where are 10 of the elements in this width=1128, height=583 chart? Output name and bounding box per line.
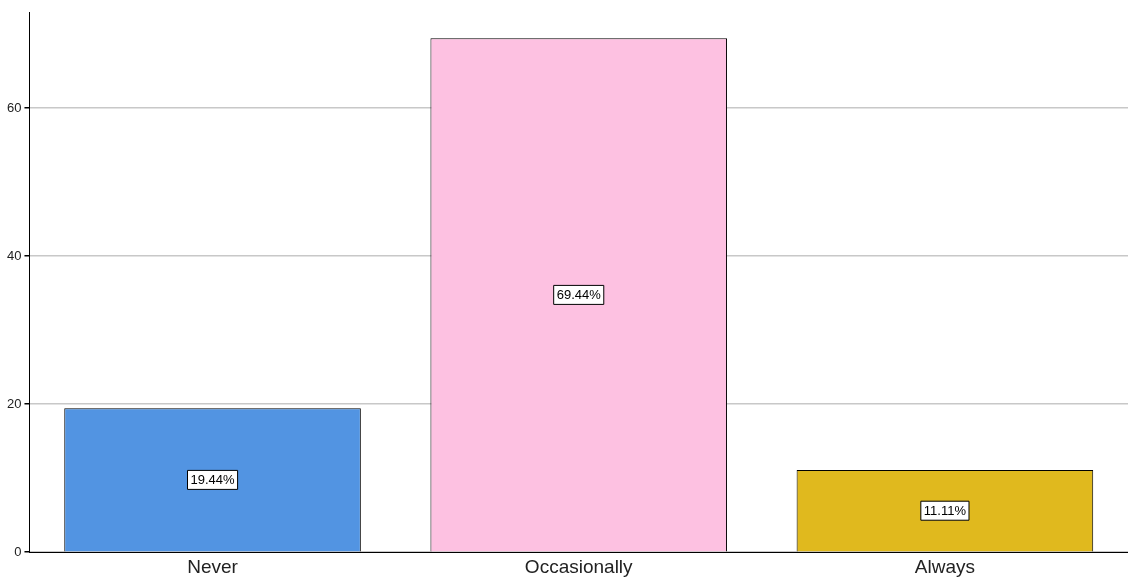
data-label: 11.11% xyxy=(923,503,967,519)
data-label: 69.44% xyxy=(556,287,602,303)
y-tick-label: 20 xyxy=(6,395,22,411)
y-tick-label: 40 xyxy=(6,247,22,263)
x-tick-label: Occasionally xyxy=(524,555,634,577)
y-tick-label: 0 xyxy=(14,543,22,559)
data-label: 19.44% xyxy=(190,472,236,488)
x-tick-label: Always xyxy=(914,555,975,577)
y-tick-label: 60 xyxy=(6,99,22,115)
x-tick-label: Never xyxy=(187,555,239,577)
